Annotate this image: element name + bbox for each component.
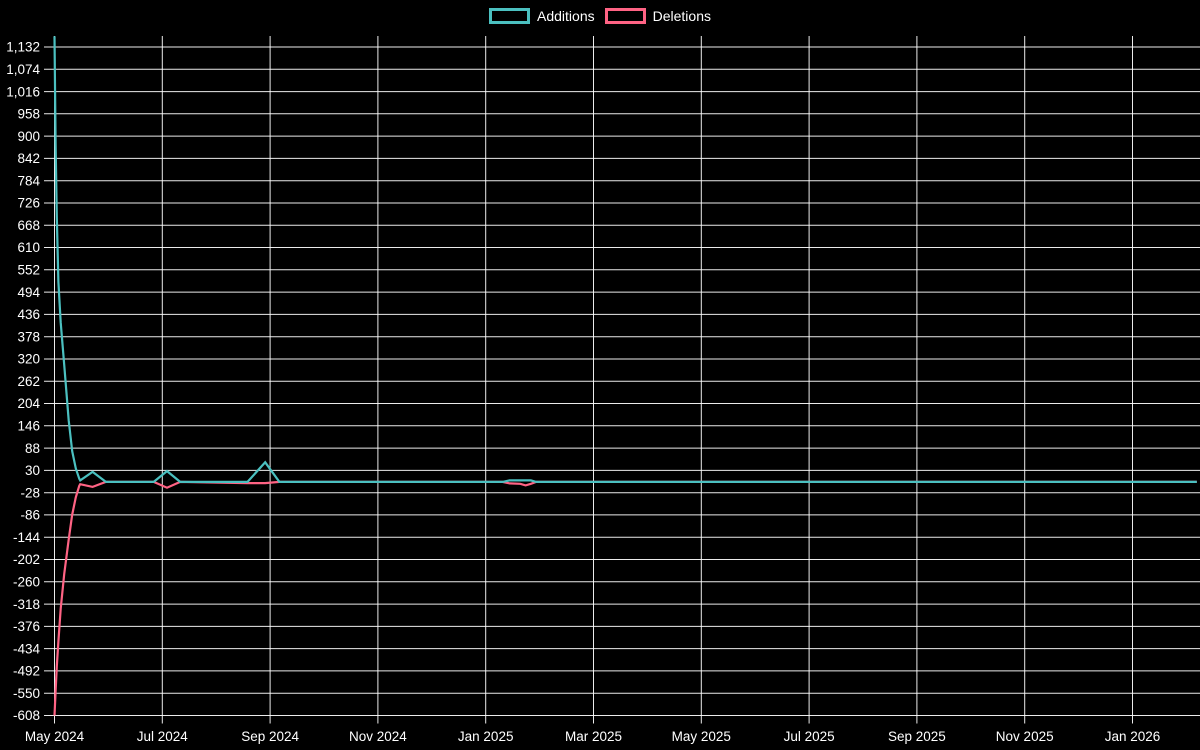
y-tick-label: 842 [17,151,40,166]
y-tick-label: 900 [17,129,40,144]
y-tick-label: 726 [17,196,40,211]
x-tick-label: Mar 2025 [565,729,622,744]
x-axis-labels: May 2024 Jul 2024 Sep 2024 Nov 2024 Jan 2025… [25,729,1160,744]
y-tick-label: -492 [13,664,40,679]
y-tick-label: -28 [20,485,40,500]
y-tick-label: 784 [17,173,40,188]
y-tick-label: -260 [13,575,40,590]
x-tick-label: Jan 2026 [1105,729,1161,744]
y-axis-labels: 1,132 1,074 1,016 958 900 842 784 726 668 610 552 4… [6,40,40,724]
y-tick-label: 958 [17,107,40,122]
y-tick-label: 1,074 [6,62,40,77]
y-tick-label: -550 [13,686,40,701]
x-tick-label: Nov 2025 [996,729,1054,744]
chart-legend: Additions Deletions [0,8,1200,24]
additions-legend-label: Additions [537,8,595,24]
y-tick-label: 494 [17,285,40,300]
x-tick-label: Nov 2024 [349,729,407,744]
y-tick-label: 88 [25,441,40,456]
additions-swatch [489,8,531,24]
y-tick-label: -86 [20,508,40,523]
deletions-legend-label: Deletions [652,8,711,24]
y-tick-label: 320 [17,352,40,367]
x-tick-label: Jan 2025 [458,729,514,744]
y-tick-label: 262 [17,374,40,389]
y-tick-label: 1,016 [6,84,40,99]
x-tick-label: Sep 2025 [888,729,946,744]
x-tick-label: Jul 2025 [784,729,835,744]
y-tick-label: -608 [13,708,40,723]
x-tick-label: Sep 2024 [241,729,299,744]
y-tick-label: -318 [13,597,40,612]
y-tick-label: -202 [13,552,40,567]
grid-lines [44,36,1200,724]
y-tick-label: -376 [13,619,40,634]
legend-item-deletions[interactable]: Deletions [604,8,711,24]
y-tick-label: -434 [13,641,41,656]
y-tick-label: 668 [17,218,40,233]
y-tick-label: 378 [17,329,40,344]
y-tick-label: 30 [25,463,40,478]
additions-line [53,36,1197,483]
legend-item-additions[interactable]: Additions [489,8,595,24]
y-tick-label: 146 [17,419,40,434]
x-tick-label: Jul 2024 [137,729,189,744]
x-tick-label: May 2025 [672,729,731,744]
y-tick-label: 552 [17,263,40,278]
y-tick-label: -144 [13,530,41,545]
y-tick-label: 610 [17,240,40,255]
deletions-swatch [604,8,646,24]
y-tick-label: 1,132 [6,40,40,55]
deletions-line [53,480,1197,716]
y-tick-label: 436 [17,307,40,322]
y-tick-label: 204 [17,396,40,411]
x-tick-label: May 2024 [25,729,85,744]
